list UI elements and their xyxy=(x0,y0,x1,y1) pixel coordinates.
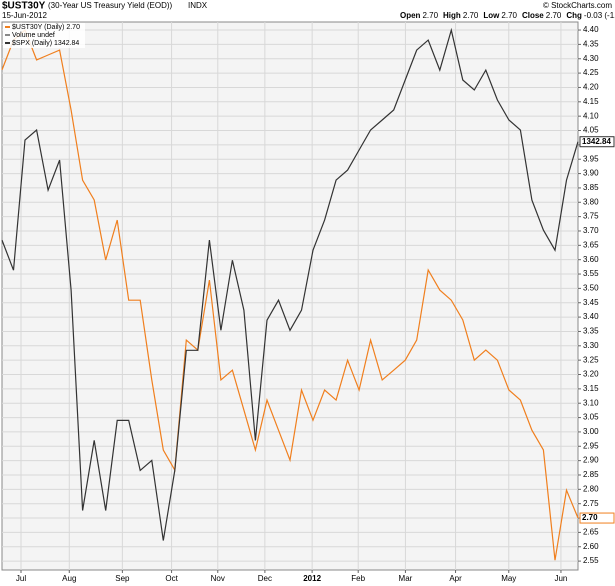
x-tick-label: Jun xyxy=(554,574,567,583)
quote-label: Open xyxy=(400,11,421,20)
y-tick-label: 3.50 xyxy=(583,284,599,293)
legend-entry: Volume undef xyxy=(12,32,55,39)
x-tick-label: Apr xyxy=(449,574,462,583)
quote-value: -0.03 (-1.10%) xyxy=(584,11,615,20)
y-tick-label: 3.40 xyxy=(583,312,599,321)
quote-label: Chg xyxy=(566,11,582,20)
quote-value: 2.70 xyxy=(546,11,562,20)
x-tick-label: Feb xyxy=(351,574,365,583)
last-value-flag xyxy=(579,512,615,524)
y-tick-label: 3.80 xyxy=(583,197,599,206)
quote-label: Close xyxy=(522,11,544,20)
y-tick-label: 2.75 xyxy=(583,499,599,508)
y-tick-label: 2.65 xyxy=(583,528,599,537)
x-tick-label: Oct xyxy=(165,574,178,583)
y-tick-label: 3.20 xyxy=(583,370,599,379)
y-tick-label: 2.55 xyxy=(583,556,599,565)
plot-area xyxy=(1,21,579,571)
legend-box xyxy=(3,23,85,48)
y-tick-label: 2.80 xyxy=(583,484,599,493)
legend-entry: $SPX (Daily) 1342.84 xyxy=(12,40,79,47)
x-tick-label: Aug xyxy=(62,574,76,583)
quote-value: 2.70 xyxy=(422,11,438,20)
quote-value: 2.70 xyxy=(501,11,517,20)
y-tick-label: 3.75 xyxy=(583,212,599,221)
x-tick-label: Jul xyxy=(16,574,26,583)
x-tick-label: Sep xyxy=(115,574,130,583)
quote-label: Low xyxy=(483,11,500,20)
y-tick-label: 3.70 xyxy=(583,226,599,235)
quote-value: 2.70 xyxy=(463,11,479,20)
x-tick-label: Nov xyxy=(211,574,225,583)
y-tick-label: 4.25 xyxy=(583,68,599,77)
x-tick-label: May xyxy=(501,574,516,583)
y-tick-label: 4.15 xyxy=(583,97,599,106)
y-tick-label: 3.65 xyxy=(583,240,599,249)
y-tick-label: 3.15 xyxy=(583,384,599,393)
series-line xyxy=(1,28,579,561)
y-tick-label: 3.90 xyxy=(583,169,599,178)
y-tick-label: 4.10 xyxy=(583,111,599,120)
y-tick-label: 3.05 xyxy=(583,413,599,422)
y-tick-label: 3.95 xyxy=(583,154,599,163)
y-tick-label: 4.20 xyxy=(583,83,599,92)
quote-label: High xyxy=(443,11,461,20)
x-tick-label: Mar xyxy=(399,574,413,583)
y-tick-label: 3.25 xyxy=(583,355,599,364)
symbol: $UST30Y xyxy=(2,1,46,12)
date: 15-Jun-2012 xyxy=(2,11,47,20)
x-tick-label: Dec xyxy=(258,574,272,583)
y-tick-label: 2.60 xyxy=(583,542,599,551)
y-tick-label: 4.30 xyxy=(583,54,599,63)
legend-entry: $UST30Y (Daily) 2.70 xyxy=(12,24,80,31)
y-tick-label: 4.35 xyxy=(583,40,599,49)
series-line xyxy=(1,27,579,541)
y-tick-label: 3.45 xyxy=(583,298,599,307)
y-tick-label: 4.05 xyxy=(583,126,599,135)
y-tick-label: 2.85 xyxy=(583,470,599,479)
source: © StockCharts.com xyxy=(543,1,612,10)
y-tick-label: 4.40 xyxy=(583,25,599,34)
y-tick-label: 3.10 xyxy=(583,398,599,407)
y-tick-label: 3.55 xyxy=(583,269,599,278)
description: (30-Year US Treasury Yield (EOD)) xyxy=(48,1,173,10)
y-tick-label: 3.35 xyxy=(583,327,599,336)
y-tick-label: 3.85 xyxy=(583,183,599,192)
y-tick-label: 3.00 xyxy=(583,427,599,436)
last-value-label: 1342.84 xyxy=(582,137,611,146)
y-tick-label: 2.95 xyxy=(583,441,599,450)
last-value-label: 2.70 xyxy=(582,513,598,522)
last-value-flag xyxy=(579,136,615,148)
y-tick-label: 2.90 xyxy=(583,456,599,465)
exchange: INDX xyxy=(188,1,208,10)
y-tick-label: 3.30 xyxy=(583,341,599,350)
quote: Open 2.70 High 2.70 Low 2.70 Close 2.70 Chg -0.03… xyxy=(400,11,615,20)
y-tick-label: 3.60 xyxy=(583,255,599,264)
x-tick-label: 2012 xyxy=(303,574,321,583)
